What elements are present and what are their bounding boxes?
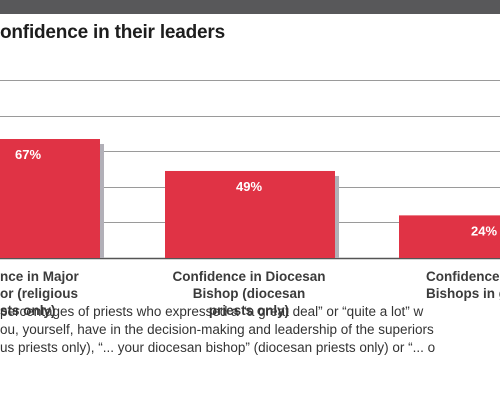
category-label-major-superior: nce in Major or (religious sts only) (0, 269, 79, 318)
chart-title: onfidence in their leaders (0, 22, 225, 43)
bar (0, 139, 100, 258)
bar-value-label: 24% (471, 223, 497, 238)
bar (399, 215, 500, 258)
header-band (0, 0, 500, 14)
category-label-diocesan-bishop: Confidence in Diocesan Bishop (diocesan … (172, 269, 326, 318)
chart-footnote: percentages of priests who expressed a “… (0, 304, 436, 355)
bar (165, 170, 335, 258)
bar-value-label: 49% (236, 179, 262, 194)
bar-value-label: 67% (15, 147, 41, 162)
category-label-bishops: Confidence Bishops in g (426, 269, 500, 301)
